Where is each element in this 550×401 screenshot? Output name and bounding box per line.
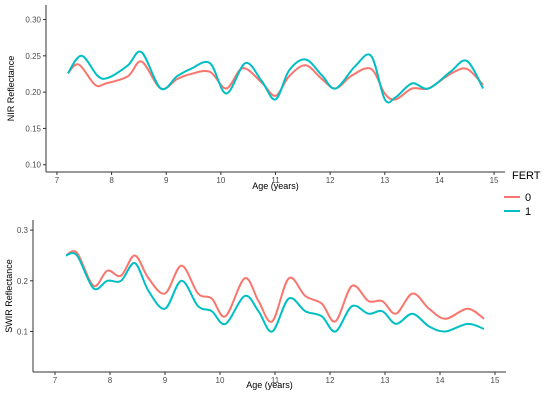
swir-x-tick-label: 7 [53,376,58,385]
legend-title: FERT [512,170,541,182]
nir-x-tick-label: 15 [490,176,499,185]
nir-series-0-line [67,60,484,101]
nir-x-tick-label: 9 [164,176,169,185]
nir-x-tick-label: 8 [109,176,114,185]
nir-y-tick-label: 0.25 [25,52,41,61]
swir-series-0-line [65,250,485,323]
nir-y-tick-label: 0.15 [25,124,41,133]
swir-y-tick-label: 0.2 [17,277,29,286]
legend: FERT 0 1 [504,170,541,218]
nir-x-tick-label: 10 [216,176,225,185]
nir-x-tick-label: 13 [380,176,389,185]
swir-x-tick-label: 12 [326,376,335,385]
swir-y-axis-title: SWIR Reflectance [4,259,14,333]
swir-x-tick-label: 15 [491,376,500,385]
swir-x-tick-label: 14 [436,376,445,385]
swir-y-tick-label: 0.1 [17,327,29,336]
nir-y-axis-title: NIR Reflectance [6,56,16,122]
legend-label-1: 1 [525,206,531,218]
legend-label-0: 0 [525,192,531,204]
swir-x-tick-label: 11 [271,376,280,385]
swir-x-tick-label: 8 [108,376,113,385]
nir-x-axis-title: Age (years) [252,181,299,191]
swir-panel: 7 8 9 10 11 12 13 14 15 0.1 0.2 0.3 Age (years) SWIR … [4,220,506,390]
nir-y-tick-label: 0.10 [25,161,41,170]
swir-x-axis-title: Age (years) [246,380,293,390]
nir-x-tick-label: 12 [326,176,335,185]
swir-y-tick-label: 0.3 [17,226,29,235]
swir-x-tick-label: 9 [163,376,168,385]
nir-x-tick-label: 11 [271,176,280,185]
swir-series-1-line [65,252,485,333]
nir-series-1-line [67,50,484,104]
swir-x-tick-label: 13 [381,376,390,385]
swir-x-tick-label: 10 [216,376,225,385]
nir-y-tick-label: 0.30 [25,16,41,25]
nir-x-tick-label: 7 [55,176,60,185]
nir-panel: 7 8 9 10 11 12 13 14 15 0.10 0.15 0.20 0.25 0.30 Age (… [6,5,505,191]
nir-y-tick-label: 0.20 [25,88,41,97]
nir-x-tick-label: 14 [435,176,444,185]
